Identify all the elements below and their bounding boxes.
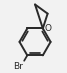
- Text: Br: Br: [14, 62, 23, 71]
- Text: O: O: [45, 24, 52, 33]
